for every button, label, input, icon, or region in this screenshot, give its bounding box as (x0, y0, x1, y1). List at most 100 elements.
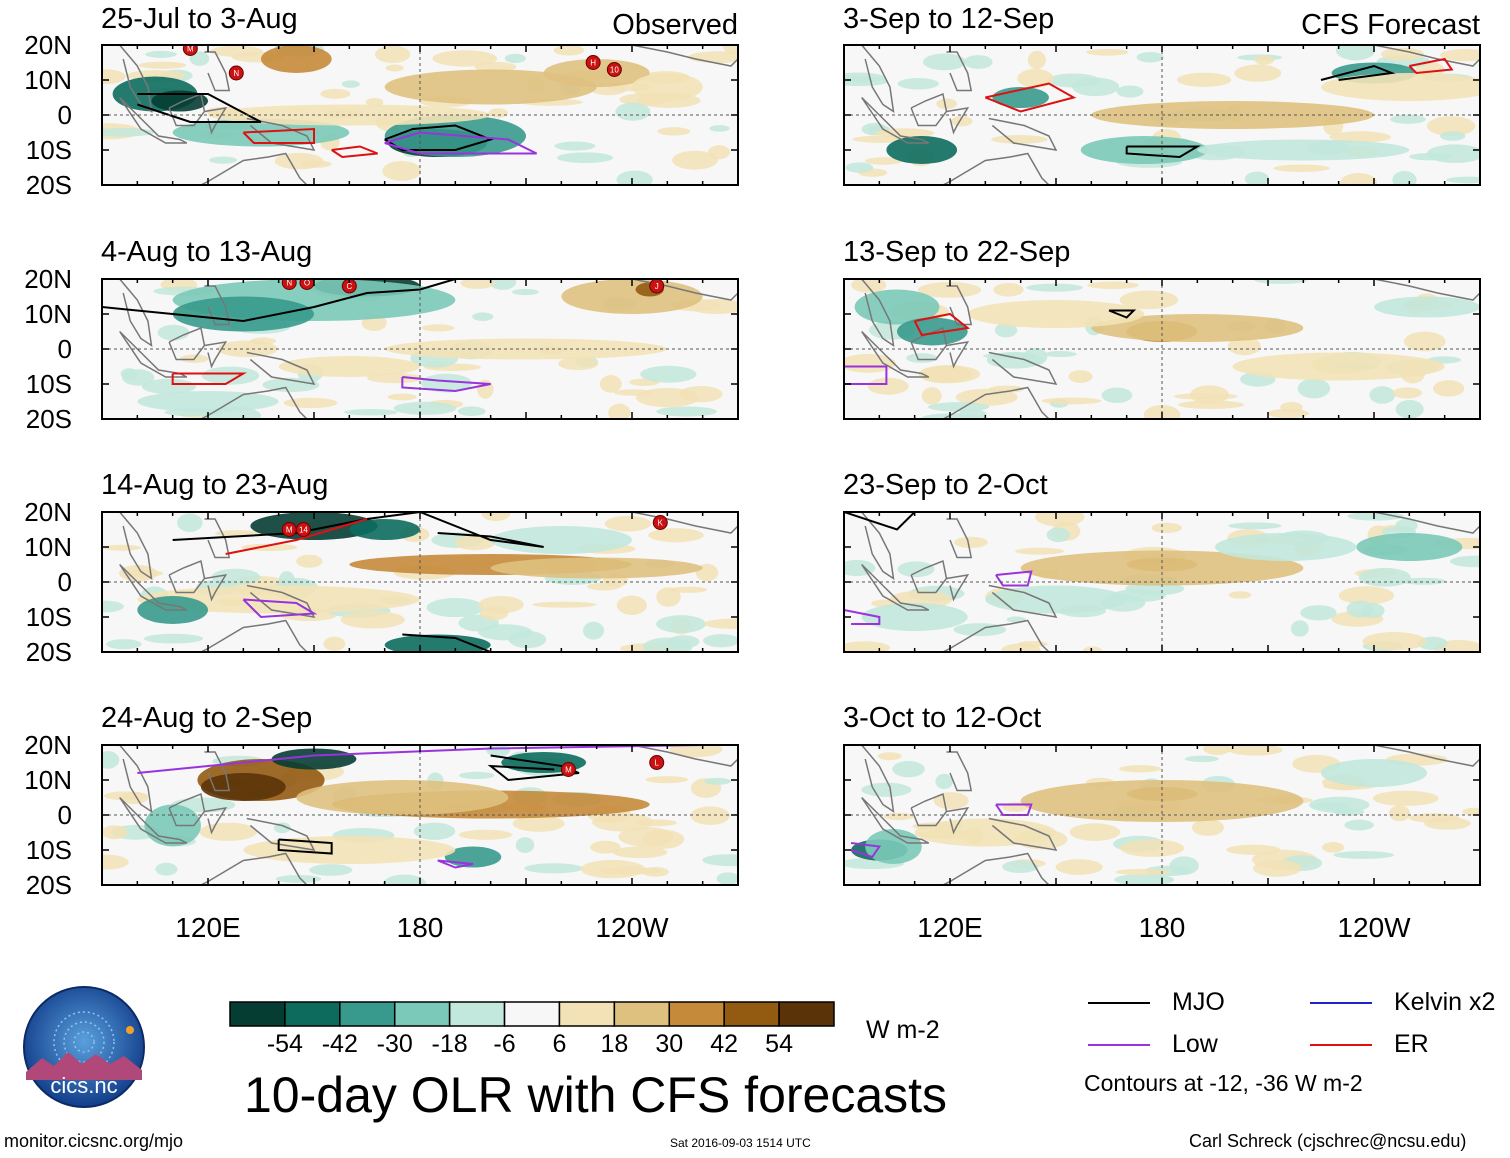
olr-anomaly-blob (1321, 759, 1427, 787)
olr-anomaly-blob (657, 127, 691, 136)
olr-anomaly-blob (199, 822, 257, 841)
olr-anomaly-blob (349, 519, 420, 540)
olr-anomaly-blob (1046, 527, 1070, 543)
olr-anomaly-blob (1462, 807, 1480, 816)
storm-marker (228, 65, 244, 81)
y-tick-label: 10N (24, 532, 72, 562)
y-tick-label: 10S (25, 602, 72, 632)
olr-anomaly-blob (852, 135, 909, 143)
olr-anomaly-blob (515, 837, 535, 853)
panel-title: 24-Aug to 2-Sep (101, 702, 313, 734)
olr-anomaly-blob (954, 536, 988, 548)
olr-anomaly-blob (1227, 337, 1261, 356)
olr-anomaly-blob (1119, 290, 1179, 310)
olr-anomaly-blob (385, 64, 404, 72)
x-tick-label: 120W (595, 912, 669, 943)
olr-anomaly-blob (951, 115, 973, 127)
coastline (946, 751, 973, 792)
olr-anomaly-blob (991, 134, 1048, 144)
olr-anomaly-blob (886, 136, 958, 164)
olr-anomaly-blob (1226, 844, 1281, 855)
coastline (246, 584, 316, 618)
olr-anomaly-blob (200, 773, 286, 801)
olr-anomaly-blob (102, 127, 155, 137)
olr-anomaly-blob (883, 812, 915, 821)
olr-anomaly-blob (955, 388, 1018, 406)
colorbar-tick-label: 6 (552, 1030, 567, 1058)
colorbar-tick-label: -18 (431, 1030, 468, 1058)
olr-anomaly-blob (1321, 842, 1345, 853)
olr-anomaly-blob (561, 279, 703, 314)
map-panel (843, 511, 1481, 653)
panel-title: 23-Sep to 2-Oct (843, 469, 1048, 501)
coastline (861, 96, 930, 144)
olr-anomaly-blob (102, 854, 129, 870)
colorbar-tick-label: -54 (266, 1030, 303, 1058)
olr-anomaly-blob (384, 338, 668, 360)
colorbar-swatch (448, 1001, 506, 1027)
olr-anomaly-blob (1055, 859, 1103, 875)
olr-anomaly-blob (656, 587, 681, 607)
coastline (861, 330, 930, 378)
legend-swatch (1088, 1002, 1150, 1004)
contour-note: Contours at -12, -36 W m-2 (1084, 1070, 1363, 1096)
storm-marker (341, 279, 357, 294)
olr-anomaly-blob (1338, 586, 1395, 605)
olr-anomaly-blob (586, 582, 621, 591)
olr-anomaly-blob (867, 377, 909, 395)
olr-anomaly-blob (1228, 522, 1282, 530)
olr-anomaly-blob (1244, 171, 1269, 185)
olr-anomaly-blob (861, 603, 968, 631)
coastline (119, 330, 188, 378)
coastline (1373, 45, 1480, 67)
panel-title: 3-Oct to 12-Oct (843, 702, 1042, 734)
olr-anomaly-blob (1374, 296, 1480, 318)
olr-anomaly-blob (669, 586, 707, 593)
contour-line (384, 131, 538, 155)
olr-anomaly-blob (723, 45, 738, 54)
coastline (204, 751, 231, 792)
olr-anomaly-blob (137, 391, 279, 412)
olr-anomaly-blob (143, 633, 204, 644)
olr-anomaly-blob (454, 535, 495, 551)
panel-title: 14-Aug to 23-Aug (101, 469, 329, 501)
map-panel (843, 278, 1481, 420)
coastline (1373, 512, 1480, 534)
olr-anomaly-blob (1439, 131, 1466, 141)
y-tick-label: 20N (24, 264, 72, 294)
coastline (204, 285, 231, 326)
olr-anomaly-blob (309, 864, 353, 876)
map-panel (843, 744, 1481, 886)
y-tick-label: 20N (24, 497, 72, 527)
olr-anomaly-blob (1333, 808, 1365, 816)
olr-anomaly-blob (1424, 817, 1471, 830)
olr-anomaly-blob (967, 300, 1145, 328)
storm-marker-label: J (655, 282, 659, 291)
olr-anomaly-blob (1392, 171, 1417, 185)
coastline (246, 351, 316, 385)
olr-anomaly-blob (875, 128, 935, 138)
contour-line (844, 512, 916, 531)
contour-line (102, 279, 456, 323)
contour-line (844, 609, 881, 625)
olr-anomaly-blob (262, 377, 320, 393)
olr-anomaly-blob (102, 751, 120, 769)
olr-anomaly-blob (1114, 873, 1175, 885)
olr-anomaly-blob (201, 366, 260, 385)
coastline (988, 817, 1058, 851)
coastline (946, 573, 970, 602)
olr-anomaly-blob (1178, 400, 1245, 409)
olr-anomaly-blob (914, 818, 1056, 847)
olr-anomaly-blob (702, 854, 738, 867)
y-tick-label: 0 (57, 100, 72, 130)
coastline (119, 563, 188, 611)
contour-line (225, 518, 368, 555)
olr-anomaly-blob (1002, 860, 1039, 874)
olr-anomaly-blob (209, 45, 263, 57)
olr-anomaly-blob (296, 554, 323, 568)
contour-line (171, 372, 247, 385)
colorbar-swatch (778, 1001, 835, 1027)
olr-anomaly-blob (283, 397, 338, 409)
colorbar-tick-label: -42 (321, 1030, 358, 1058)
contour-line (242, 127, 315, 144)
